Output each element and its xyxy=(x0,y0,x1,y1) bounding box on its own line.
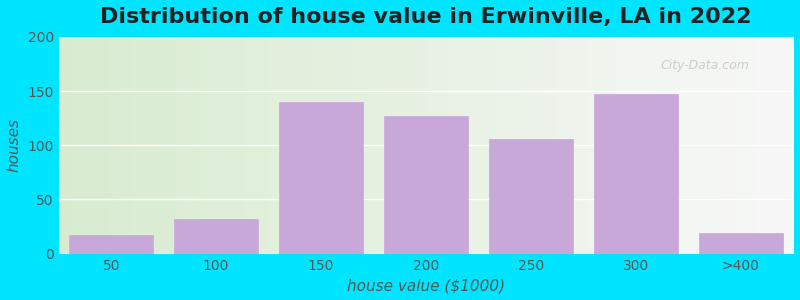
Bar xyxy=(70,235,153,254)
Bar xyxy=(698,233,782,253)
Bar xyxy=(384,116,468,254)
Text: City-Data.com: City-Data.com xyxy=(661,58,750,71)
Bar xyxy=(174,219,258,254)
Y-axis label: houses: houses xyxy=(7,118,22,172)
Bar xyxy=(279,102,363,254)
Title: Distribution of house value in Erwinville, LA in 2022: Distribution of house value in Erwinvill… xyxy=(100,7,752,27)
Bar xyxy=(594,94,678,254)
X-axis label: house value ($1000): house value ($1000) xyxy=(347,278,505,293)
Bar xyxy=(489,139,573,254)
